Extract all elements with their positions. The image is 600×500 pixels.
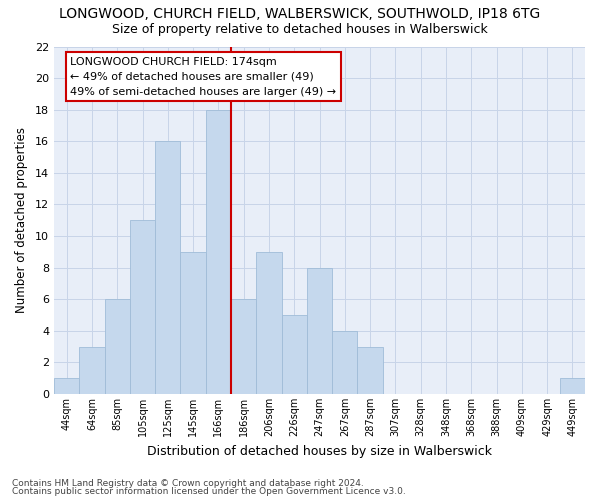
Text: LONGWOOD CHURCH FIELD: 174sqm
← 49% of detached houses are smaller (49)
49% of s: LONGWOOD CHURCH FIELD: 174sqm ← 49% of d… — [70, 57, 336, 96]
Bar — [332, 331, 358, 394]
Bar — [54, 378, 79, 394]
Text: Contains public sector information licensed under the Open Government Licence v3: Contains public sector information licen… — [12, 487, 406, 496]
Bar — [307, 268, 332, 394]
X-axis label: Distribution of detached houses by size in Walberswick: Distribution of detached houses by size … — [147, 444, 492, 458]
Text: Size of property relative to detached houses in Walberswick: Size of property relative to detached ho… — [112, 22, 488, 36]
Bar — [206, 110, 231, 394]
Bar — [256, 252, 281, 394]
Text: Contains HM Land Registry data © Crown copyright and database right 2024.: Contains HM Land Registry data © Crown c… — [12, 478, 364, 488]
Bar — [560, 378, 585, 394]
Y-axis label: Number of detached properties: Number of detached properties — [15, 128, 28, 314]
Bar — [358, 346, 383, 394]
Bar — [281, 315, 307, 394]
Text: LONGWOOD, CHURCH FIELD, WALBERSWICK, SOUTHWOLD, IP18 6TG: LONGWOOD, CHURCH FIELD, WALBERSWICK, SOU… — [59, 8, 541, 22]
Bar — [130, 220, 155, 394]
Bar — [181, 252, 206, 394]
Bar — [155, 142, 181, 394]
Bar — [231, 299, 256, 394]
Bar — [79, 346, 104, 394]
Bar — [104, 299, 130, 394]
